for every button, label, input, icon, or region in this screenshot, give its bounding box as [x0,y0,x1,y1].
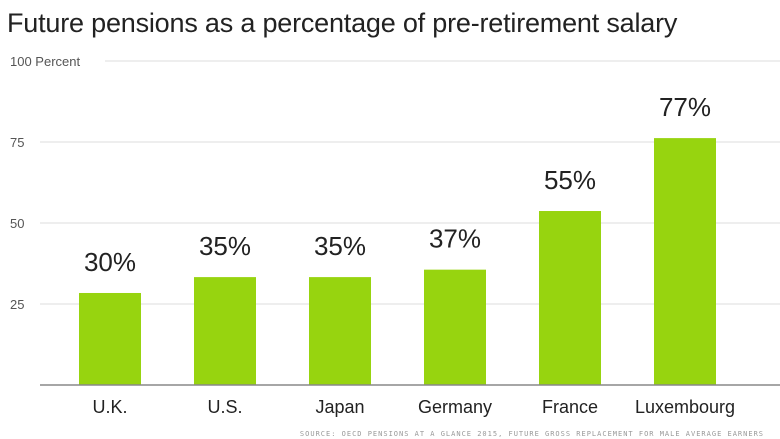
chart-title: Future pensions as a percentage of pre-r… [7,8,678,38]
x-tick-label: Germany [418,397,492,417]
x-tick-label: U.K. [92,397,127,417]
data-label: 30% [84,247,136,277]
bar [79,292,141,385]
data-label: 37% [429,224,481,254]
bars [79,138,716,385]
data-label: 35% [199,231,251,261]
data-label: 55% [544,165,596,195]
y-tick-label: 25 [10,297,24,312]
x-tick-label: U.S. [207,397,242,417]
y-tick-label: 75 [10,135,24,150]
y-tick-label: 100 Percent [10,54,80,69]
data-labels: 30% 35% 35% 37% 55% 77% [84,92,711,277]
x-tick-label: France [542,397,598,417]
source-note: SOURCE: OECD PENSIONS AT A GLANCE 2015, … [299,430,764,438]
x-tick-labels: U.K. U.S. Japan Germany France Luxembourg [92,397,735,417]
data-label: 35% [314,231,366,261]
bar [194,277,256,385]
bar [309,277,371,385]
y-tick-labels: 25 50 75 100 Percent [10,54,80,312]
data-label: 77% [659,92,711,122]
x-tick-label: Luxembourg [635,397,735,417]
bar [654,138,716,385]
y-tick-label: 50 [10,216,24,231]
bar [539,211,601,385]
x-tick-label: Japan [315,397,364,417]
bar [424,269,486,385]
